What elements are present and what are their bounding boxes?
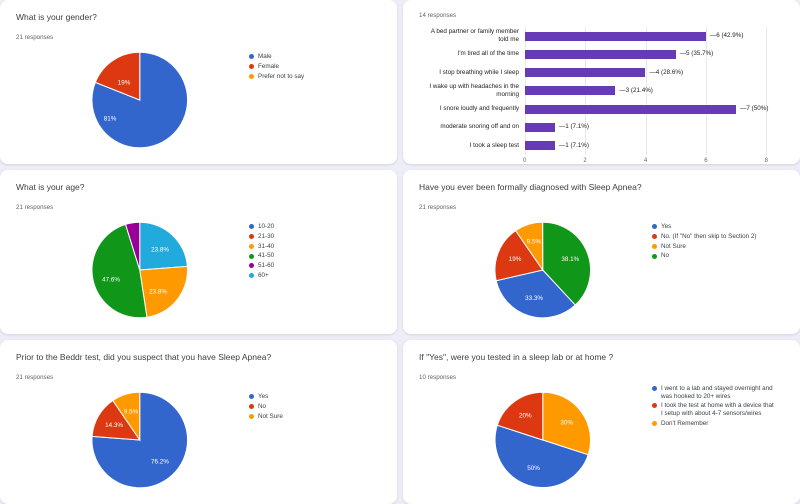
svg-text:9.5%: 9.5% xyxy=(527,238,542,245)
svg-text:50%: 50% xyxy=(527,465,540,472)
svg-text:9.5%: 9.5% xyxy=(124,408,139,415)
svg-text:30%: 30% xyxy=(560,419,573,426)
svg-text:47.6%: 47.6% xyxy=(102,277,120,284)
svg-text:23.8%: 23.8% xyxy=(149,289,167,296)
svg-text:20%: 20% xyxy=(519,413,532,420)
svg-text:19%: 19% xyxy=(118,80,131,87)
svg-text:19%: 19% xyxy=(509,256,522,263)
svg-text:23.8%: 23.8% xyxy=(151,247,169,254)
svg-text:38.1%: 38.1% xyxy=(561,256,579,263)
svg-text:14.3%: 14.3% xyxy=(105,422,123,429)
svg-text:81%: 81% xyxy=(104,116,117,123)
svg-text:76.2%: 76.2% xyxy=(151,458,169,465)
svg-text:33.3%: 33.3% xyxy=(525,295,543,302)
